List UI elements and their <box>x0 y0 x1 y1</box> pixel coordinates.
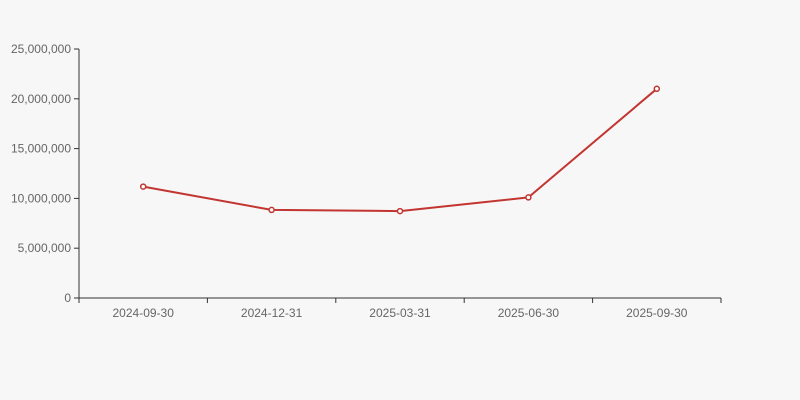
x-axis-tick-label: 2025-06-30 <box>498 306 560 320</box>
y-axis-tick-label: 0 <box>64 291 71 305</box>
x-axis-tick-label: 2025-03-31 <box>369 306 431 320</box>
data-point-marker[interactable] <box>139 183 147 190</box>
x-axis-tick-label: 2024-09-30 <box>113 306 175 320</box>
data-point-marker[interactable] <box>396 207 404 215</box>
y-axis-tick-label: 25,000,000 <box>11 42 71 56</box>
y-axis-tick-label: 15,000,000 <box>11 142 71 156</box>
data-point-marker[interactable] <box>268 206 275 214</box>
x-axis-tick-label: 2025-09-30 <box>626 306 688 320</box>
x-axis-tick-label: 2024-12-31 <box>241 306 303 320</box>
y-axis-tick-label: 5,000,000 <box>18 241 72 255</box>
data-point-marker[interactable] <box>525 194 532 201</box>
y-axis-tick-label: 20,000,000 <box>11 92 71 106</box>
data-point-marker[interactable] <box>653 85 661 93</box>
data-line <box>142 87 658 213</box>
y-axis-tick-label: 10,000,000 <box>11 191 71 205</box>
